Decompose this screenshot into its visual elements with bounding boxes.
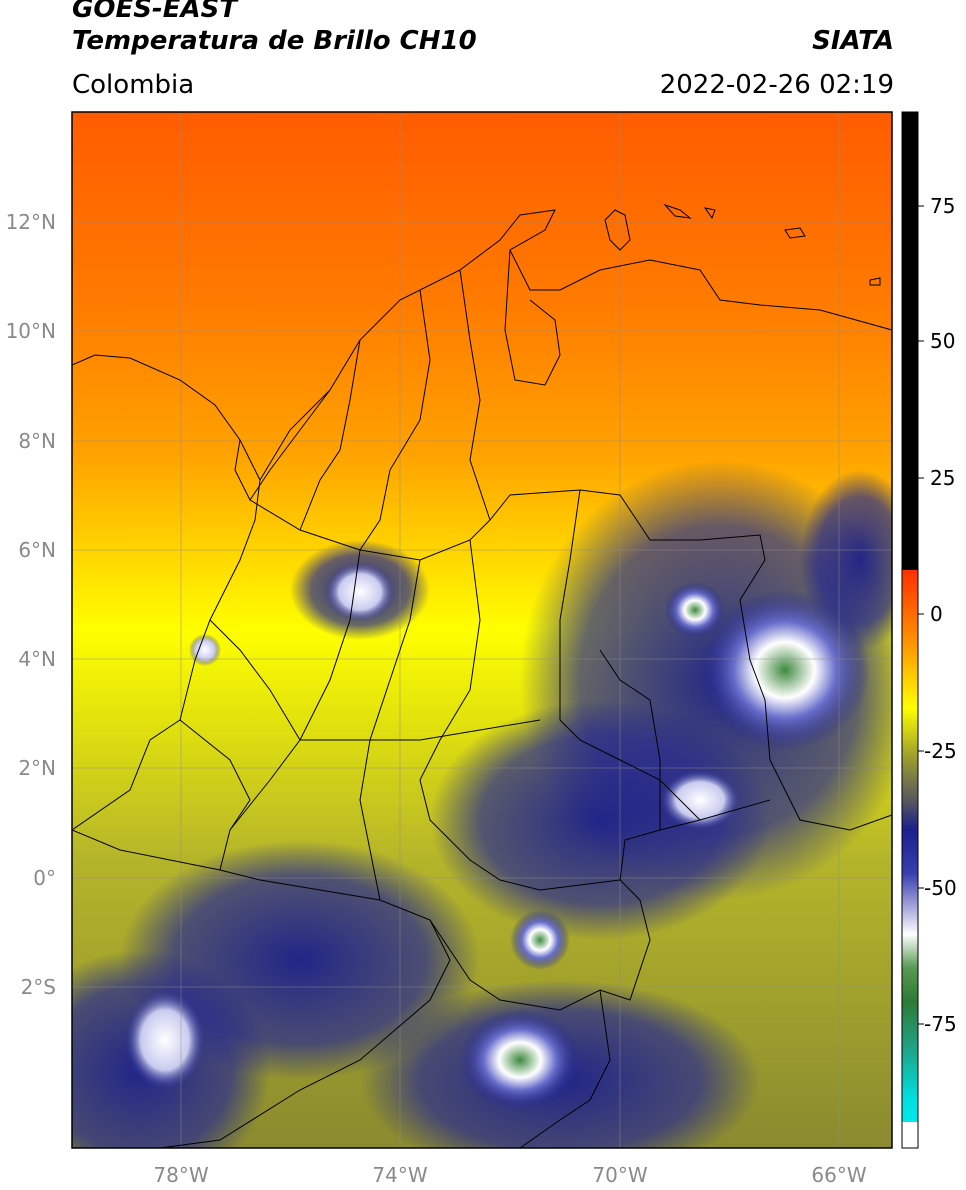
lon-label: 66°W [811, 1163, 866, 1187]
colorbar-tick: -75 [924, 1012, 957, 1036]
lat-label: 4°N [18, 647, 56, 671]
longitude-labels: 78°W 74°W 70°W 66°W [153, 1163, 866, 1187]
lat-label: 10°N [6, 319, 56, 343]
colorbar-black-segment [902, 112, 918, 570]
map-frame [71, 111, 893, 1149]
colorbar-frame [901, 111, 919, 1149]
graticule [72, 112, 892, 1148]
latitude-labels: 12°N 10°N 8°N 6°N 4°N 2°N 0° 2°S [6, 210, 56, 999]
borders [72, 209, 892, 1148]
lat-label: 0° [33, 866, 56, 890]
islands [604, 203, 881, 286]
lat-label: 8°N [18, 429, 56, 453]
lon-label: 78°W [153, 1163, 208, 1187]
colorbar-tick: 75 [930, 194, 955, 218]
region-label: Colombia [72, 70, 195, 100]
colorbar-tick: -25 [924, 739, 957, 763]
colorbar-gradient [902, 570, 918, 1122]
lat-label: 2°N [18, 756, 56, 780]
colorbar-tick: 25 [930, 466, 955, 490]
brightness-temperature-field [72, 112, 892, 1148]
lat-label: 6°N [18, 538, 56, 562]
lat-label: 12°N [6, 210, 56, 234]
colorbar-white-segment [902, 1122, 918, 1148]
colorbar-tick: 50 [930, 329, 955, 353]
satellite-title: GOES-EAST [72, 0, 238, 24]
colorbar-tick: 0 [930, 602, 943, 626]
product-title: Temperatura de Brillo CH10 [72, 26, 477, 56]
lon-label: 70°W [592, 1163, 647, 1187]
datetime-label: 2022-02-26 02:19 [659, 70, 894, 100]
lon-label: 74°W [372, 1163, 427, 1187]
colorbar: 75 50 25 0 -25 -50 -75 [901, 111, 957, 1149]
colorbar-tick: -50 [924, 876, 957, 900]
lat-label: 2°S [21, 975, 56, 999]
organization-label: SIATA [812, 26, 894, 56]
